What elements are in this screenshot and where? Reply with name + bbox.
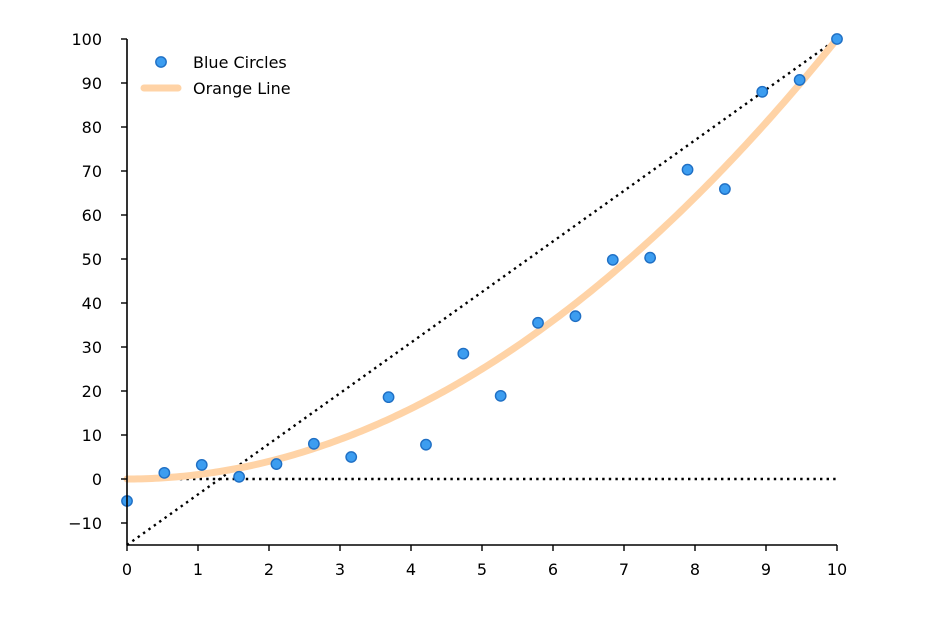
legend-marker-blue-circles: [155, 56, 167, 68]
x-tick-label: 6: [548, 560, 558, 579]
scatter-point: [756, 85, 769, 98]
scatter-point: [195, 459, 208, 471]
axes: 0 1 2 3 4 5 6 7 8 9 10 −10 0 10 20 30 40 50 60 70 80 90 100: [68, 30, 847, 579]
y-tick-label: 70: [82, 162, 102, 181]
scatter-point: [307, 437, 320, 450]
scatter-point: [569, 310, 582, 323]
x-tick-label: 1: [193, 560, 203, 579]
scatter-point: [532, 316, 544, 329]
y-tick-label: −10: [68, 514, 102, 533]
x-tick-label: 9: [761, 560, 771, 579]
x-tick-label: 10: [827, 560, 847, 579]
scatter-point: [233, 470, 246, 483]
x-tick-label: 5: [477, 560, 487, 579]
scatter-point: [420, 438, 432, 451]
y-tick-label: 50: [82, 250, 102, 269]
scatter-points-layer: [121, 33, 843, 507]
y-tick-label: 60: [82, 206, 102, 225]
orange-line: [123, 35, 841, 483]
scatter-point: [494, 389, 507, 402]
scatter-point: [457, 347, 470, 360]
scatter-point: [382, 391, 395, 404]
legend-label-blue-circles: Blue Circles: [193, 53, 287, 72]
legend: Blue Circles Orange Line: [140, 53, 291, 98]
scatter-point: [681, 163, 694, 176]
scatter-point: [831, 33, 843, 45]
x-tick-label: 4: [406, 560, 416, 579]
legend-label-orange-line: Orange Line: [193, 79, 291, 98]
scatter-point: [158, 466, 171, 479]
scatter-point: [644, 251, 657, 264]
y-tick-label: 80: [82, 118, 102, 137]
x-tick-label: 0: [122, 560, 132, 579]
scatter-point: [718, 183, 731, 195]
y-tick-label: 30: [82, 338, 102, 357]
y-tick-label: 10: [82, 426, 102, 445]
y-tick-label: 0: [92, 470, 102, 489]
scatter-point: [606, 253, 619, 266]
orange-line-layer: [123, 35, 841, 483]
y-tick-label: 100: [71, 30, 102, 49]
scatter-point: [270, 458, 283, 470]
reference-lines: [126, 38, 838, 546]
y-tick-label: 90: [82, 74, 102, 93]
scatter-point: [345, 451, 358, 463]
y-tick-label: 40: [82, 294, 102, 313]
x-tick-label: 3: [335, 560, 345, 579]
x-tick-label: 7: [619, 560, 629, 579]
dotted-line-1: [126, 38, 838, 546]
x-tick-label: 2: [264, 560, 274, 579]
scatter-point: [793, 74, 806, 86]
y-tick-label: 20: [82, 382, 102, 401]
x-tick-label: 8: [690, 560, 700, 579]
